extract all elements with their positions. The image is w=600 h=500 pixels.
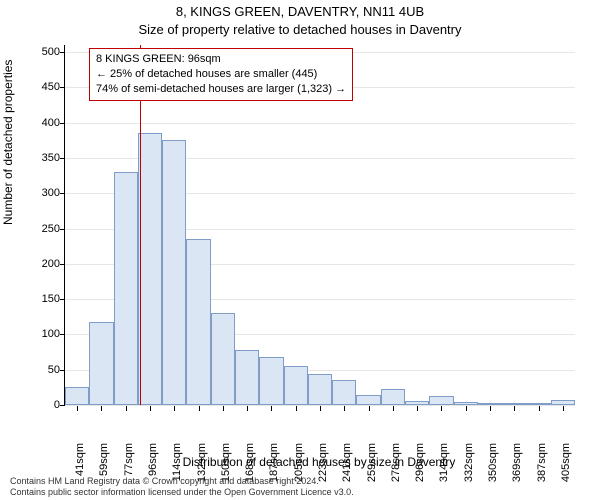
x-tick-mark — [174, 406, 175, 411]
annotation-line-2: ← 25% of detached houses are smaller (44… — [96, 67, 346, 82]
bar — [454, 402, 478, 405]
y-tick-label: 300 — [28, 187, 60, 199]
bar — [405, 401, 429, 405]
x-axis-label: Distribution of detached houses by size … — [64, 455, 574, 469]
bar — [478, 403, 502, 405]
y-tick-label: 350 — [28, 152, 60, 164]
page-title: 8, KINGS GREEN, DAVENTRY, NN11 4UB — [0, 4, 600, 19]
x-tick-mark — [101, 406, 102, 411]
bar — [429, 396, 453, 405]
bar — [381, 389, 405, 405]
y-tick-label: 250 — [28, 223, 60, 235]
x-tick-mark — [247, 406, 248, 411]
x-tick-mark — [393, 406, 394, 411]
bar — [332, 380, 356, 405]
y-tick-mark — [60, 405, 65, 406]
y-tick-label: 450 — [28, 81, 60, 93]
x-tick-mark — [441, 406, 442, 411]
bar — [162, 140, 186, 405]
bar — [235, 350, 259, 405]
bar — [89, 322, 113, 405]
page-subtitle: Size of property relative to detached ho… — [0, 22, 600, 37]
bar — [308, 374, 332, 405]
annotation-line-3: 74% of semi-detached houses are larger (… — [96, 82, 346, 97]
y-axis-label: Number of detached properties — [1, 60, 15, 225]
bar — [502, 403, 526, 405]
y-tick-label: 500 — [28, 46, 60, 58]
x-tick-mark — [563, 406, 564, 411]
y-tick-label: 200 — [28, 258, 60, 270]
x-tick-mark — [539, 406, 540, 411]
x-tick-mark — [296, 406, 297, 411]
x-tick-mark — [150, 406, 151, 411]
x-tick-mark — [417, 406, 418, 411]
bar — [259, 357, 283, 405]
y-tick-label: 100 — [28, 328, 60, 340]
bar — [526, 403, 550, 405]
x-tick-mark — [77, 406, 78, 411]
bar — [138, 133, 162, 405]
x-tick-mark — [369, 406, 370, 411]
x-tick-mark — [344, 406, 345, 411]
x-tick-mark — [199, 406, 200, 411]
bar — [65, 387, 89, 405]
bar — [114, 172, 138, 405]
y-tick-label: 150 — [28, 293, 60, 305]
y-tick-label: 400 — [28, 117, 60, 129]
bar — [211, 313, 235, 405]
bar — [284, 366, 308, 405]
y-tick-label: 50 — [28, 364, 60, 376]
x-tick-mark — [271, 406, 272, 411]
bar — [186, 239, 210, 405]
y-tick-label: 0 — [28, 399, 60, 411]
bar — [551, 400, 575, 405]
bar — [356, 395, 380, 405]
footer-attribution: Contains HM Land Registry data © Crown c… — [10, 476, 354, 499]
annotation-box: 8 KINGS GREEN: 96sqm ← 25% of detached h… — [89, 48, 353, 101]
x-tick-mark — [514, 406, 515, 411]
annotation-line-1: 8 KINGS GREEN: 96sqm — [96, 52, 346, 67]
footer-line-1: Contains HM Land Registry data © Crown c… — [10, 476, 354, 487]
x-tick-mark — [466, 406, 467, 411]
x-tick-mark — [320, 406, 321, 411]
x-tick-mark — [126, 406, 127, 411]
footer-line-2: Contains public sector information licen… — [10, 487, 354, 498]
chart-page: 8, KINGS GREEN, DAVENTRY, NN11 4UB Size … — [0, 0, 600, 500]
plot-area: 8 KINGS GREEN: 96sqm ← 25% of detached h… — [64, 45, 575, 406]
x-tick-mark — [490, 406, 491, 411]
x-tick-mark — [223, 406, 224, 411]
